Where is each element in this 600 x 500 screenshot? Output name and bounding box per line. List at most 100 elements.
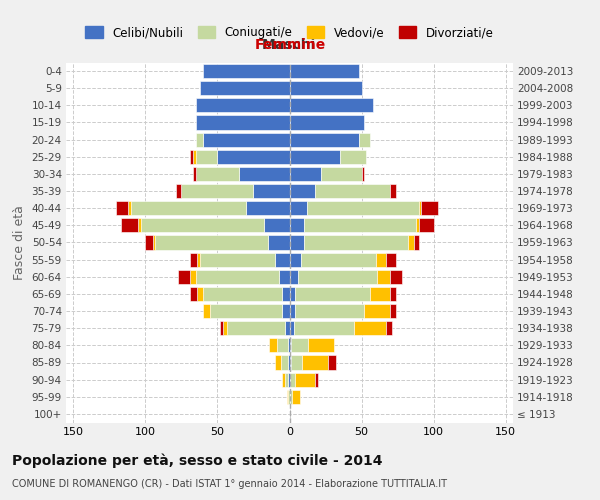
Bar [116,201,128,215]
Bar [196,167,239,181]
Bar [294,321,355,335]
Bar [200,252,275,266]
Bar [364,304,391,318]
Bar [210,304,282,318]
Bar [391,304,396,318]
Bar [290,116,364,130]
Bar [290,218,304,232]
Bar [292,390,299,404]
Bar [291,338,308,352]
Bar [155,236,268,250]
Bar [246,201,290,215]
Bar [328,356,335,370]
Bar [290,150,340,164]
Bar [121,218,138,232]
Bar [290,64,359,78]
Bar [190,150,193,164]
Bar [290,81,362,95]
Bar [138,218,141,232]
Bar [263,218,290,232]
Bar [181,184,253,198]
Bar [193,150,196,164]
Bar [295,372,316,386]
Text: COMUNE DI ROMANENGO (CR) - Dati ISTAT 1° gennaio 2014 - Elaborazione TUTTITALIA.: COMUNE DI ROMANENGO (CR) - Dati ISTAT 1°… [12,479,447,489]
Bar [227,321,285,335]
Bar [316,184,391,198]
Bar [290,304,295,318]
Bar [290,372,295,386]
Bar [304,218,416,232]
Bar [308,338,334,352]
Bar [196,150,217,164]
Bar [152,236,155,250]
Bar [288,356,290,370]
Bar [340,150,366,164]
Bar [128,201,131,215]
Bar [419,218,434,232]
Bar [253,184,290,198]
Bar [176,184,181,198]
Bar [290,390,292,404]
Bar [391,287,396,301]
Legend: Celibi/Nubili, Coniugati/e, Vedovi/e, Divorziati/e: Celibi/Nubili, Coniugati/e, Vedovi/e, Di… [80,22,499,44]
Bar [304,236,408,250]
Text: Maschi: Maschi [262,38,316,52]
Bar [287,390,288,404]
Text: Popolazione per età, sesso e stato civile - 2014: Popolazione per età, sesso e stato civil… [12,454,383,468]
Bar [290,287,295,301]
Bar [197,287,203,301]
Bar [295,304,364,318]
Bar [269,338,277,352]
Bar [290,201,307,215]
Bar [288,372,290,386]
Bar [413,236,419,250]
Bar [290,356,291,370]
Bar [193,167,196,181]
Bar [301,252,376,266]
Bar [203,64,290,78]
Bar [220,321,223,335]
Bar [416,218,419,232]
Bar [285,372,288,386]
Bar [145,236,152,250]
Bar [200,81,290,95]
Bar [421,201,438,215]
Bar [355,321,386,335]
Bar [359,132,370,146]
Bar [217,150,290,164]
Bar [190,270,196,284]
Bar [386,321,392,335]
Bar [282,304,290,318]
Y-axis label: Fasce di età: Fasce di età [13,205,26,280]
Bar [376,252,386,266]
Bar [298,270,377,284]
Bar [291,356,302,370]
Bar [197,252,200,266]
Bar [280,270,290,284]
Bar [290,321,294,335]
Bar [131,201,246,215]
Bar [285,321,290,335]
Bar [290,132,359,146]
Bar [275,252,290,266]
Bar [290,252,301,266]
Bar [196,98,290,112]
Bar [370,287,391,301]
Bar [391,270,402,284]
Bar [290,98,373,112]
Bar [178,270,190,284]
Bar [290,184,316,198]
Bar [419,201,421,215]
Bar [203,304,210,318]
Bar [307,201,419,215]
Bar [391,184,396,198]
Bar [196,116,290,130]
Bar [295,287,370,301]
Bar [203,132,290,146]
Bar [288,338,290,352]
Bar [321,167,362,181]
Bar [190,252,197,266]
Bar [386,252,396,266]
Bar [316,372,319,386]
Bar [277,338,288,352]
